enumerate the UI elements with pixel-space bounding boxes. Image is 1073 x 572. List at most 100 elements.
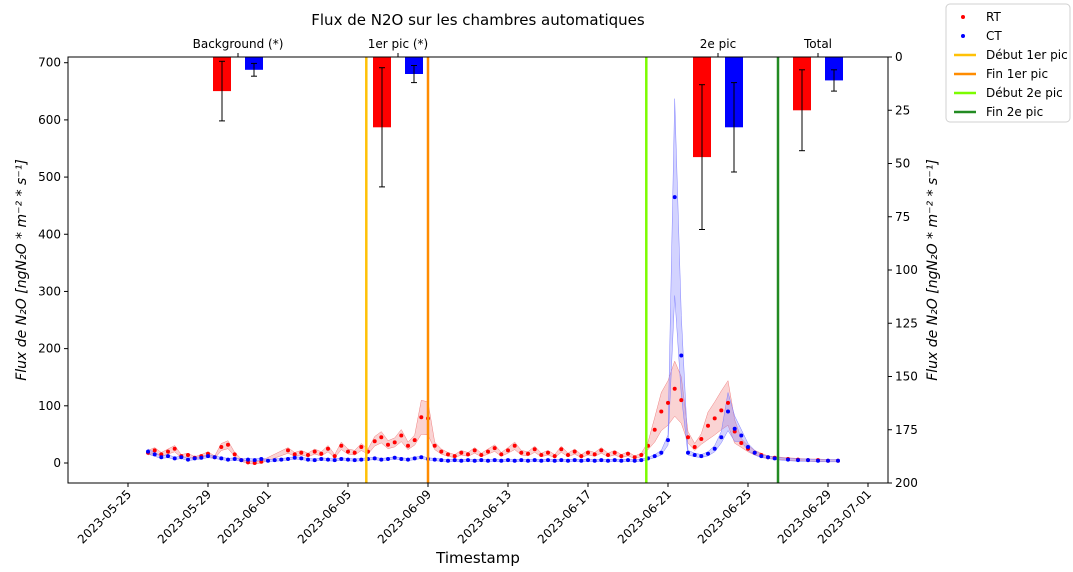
data-point-rt bbox=[699, 437, 704, 441]
data-point-ct bbox=[446, 458, 450, 463]
data-point-ct bbox=[492, 458, 497, 463]
data-point-ct bbox=[512, 458, 517, 463]
data-point-ct bbox=[579, 458, 584, 463]
data-point-rt bbox=[159, 452, 164, 457]
bar-ct bbox=[825, 57, 843, 81]
data-point-rt bbox=[379, 435, 384, 440]
data-point-ct bbox=[379, 457, 384, 462]
data-point-rt bbox=[432, 443, 437, 448]
data-point-rt bbox=[466, 452, 470, 457]
x-axis-label: Timestamp bbox=[435, 549, 520, 567]
data-point-ct bbox=[432, 457, 437, 462]
data-point-rt bbox=[559, 447, 564, 452]
data-point-ct bbox=[666, 438, 670, 443]
legend-frame bbox=[945, 3, 1071, 123]
chart-title: Flux de N2O sur les chambres automatique… bbox=[311, 11, 645, 29]
top-category-label: Total bbox=[803, 37, 832, 51]
data-point-ct bbox=[326, 457, 330, 462]
data-point-ct bbox=[606, 458, 610, 463]
data-point-rt bbox=[586, 450, 590, 455]
data-point-rt bbox=[346, 449, 350, 454]
data-point-rt bbox=[612, 450, 617, 455]
data-point-ct bbox=[759, 454, 764, 459]
data-point-ct bbox=[772, 456, 777, 461]
data-point-ct bbox=[159, 455, 164, 460]
data-point-rt bbox=[512, 443, 517, 448]
data-point-rt bbox=[492, 446, 497, 451]
data-point-ct bbox=[186, 457, 190, 462]
data-point-rt bbox=[672, 386, 677, 391]
y-left-tick-label: 300 bbox=[38, 284, 61, 298]
data-point-ct bbox=[192, 456, 197, 461]
data-point-rt bbox=[332, 454, 337, 459]
data-point-ct bbox=[212, 455, 217, 460]
data-point-rt bbox=[526, 451, 530, 456]
data-point-ct bbox=[752, 450, 757, 455]
y-axis-label-left: Flux de N₂O [ngN₂O * m⁻² * s⁻¹] bbox=[14, 159, 30, 381]
data-point-ct bbox=[672, 195, 677, 200]
data-point-ct bbox=[399, 457, 404, 461]
data-point-ct bbox=[539, 458, 544, 463]
data-point-ct bbox=[152, 452, 157, 457]
data-point-ct bbox=[719, 435, 724, 440]
data-point-rt bbox=[286, 448, 290, 453]
data-point-ct bbox=[826, 458, 830, 463]
data-point-rt bbox=[626, 451, 630, 456]
data-point-rt bbox=[632, 455, 637, 460]
data-point-ct bbox=[632, 458, 637, 463]
data-point-rt bbox=[259, 459, 264, 464]
data-point-rt bbox=[546, 450, 550, 455]
data-point-ct bbox=[226, 457, 230, 462]
data-point-ct bbox=[836, 458, 840, 463]
data-point-rt bbox=[592, 452, 597, 457]
data-point-rt bbox=[579, 454, 584, 459]
data-point-rt bbox=[152, 448, 157, 453]
data-point-rt bbox=[692, 445, 697, 449]
data-point-rt bbox=[299, 450, 304, 455]
data-point-rt bbox=[406, 443, 410, 448]
data-point-rt bbox=[499, 452, 504, 457]
data-point-rt bbox=[399, 433, 404, 438]
top-category-label: Background (*) bbox=[193, 37, 284, 51]
data-point-ct bbox=[472, 458, 477, 463]
data-point-rt bbox=[232, 452, 237, 457]
data-point-rt bbox=[252, 461, 257, 465]
x-tick-label: 2023-05-29 bbox=[155, 487, 214, 546]
data-point-ct bbox=[726, 409, 730, 414]
data-point-rt bbox=[566, 453, 570, 457]
data-point-ct bbox=[206, 454, 210, 459]
data-point-ct bbox=[686, 450, 690, 455]
data-point-rt bbox=[392, 440, 397, 445]
data-point-ct bbox=[612, 458, 617, 463]
y-right-tick-label: 25 bbox=[895, 103, 910, 117]
data-point-ct bbox=[179, 455, 184, 460]
data-point-rt bbox=[446, 452, 450, 457]
data-point-rt bbox=[599, 448, 604, 453]
x-tick-label: 2023-06-01 bbox=[215, 487, 274, 546]
data-point-ct bbox=[572, 458, 577, 463]
data-point-rt bbox=[719, 408, 724, 413]
plot-area: 0 100 200 300 400 500 600 700 0 25 50 75 100 125 150 17… bbox=[14, 37, 941, 546]
legend-label: RT bbox=[986, 10, 1001, 24]
data-point-ct bbox=[279, 457, 284, 462]
data-point-ct bbox=[526, 458, 530, 463]
top-category-label: 1er pic (*) bbox=[368, 37, 429, 51]
legend-label: Fin 2e pic bbox=[986, 105, 1043, 119]
y-right-tick-label: 100 bbox=[895, 263, 918, 277]
legend-marker bbox=[961, 15, 965, 19]
y-axis-label-right: Flux de N₂O [ngN₂O * m⁻² * s⁻¹] bbox=[925, 159, 941, 381]
data-point-ct bbox=[232, 457, 237, 461]
y-left-tick-label: 600 bbox=[38, 113, 61, 127]
data-point-ct bbox=[479, 458, 484, 463]
data-point-rt bbox=[372, 439, 377, 444]
data-point-ct bbox=[199, 455, 204, 460]
data-point-rt bbox=[726, 400, 730, 405]
data-point-rt bbox=[532, 447, 537, 452]
data-point-ct bbox=[352, 458, 357, 463]
data-point-ct bbox=[592, 458, 597, 463]
data-point-rt bbox=[619, 454, 624, 459]
data-point-ct bbox=[372, 456, 377, 461]
data-point-rt bbox=[219, 445, 224, 449]
y-right-tick-label: 200 bbox=[895, 476, 918, 490]
